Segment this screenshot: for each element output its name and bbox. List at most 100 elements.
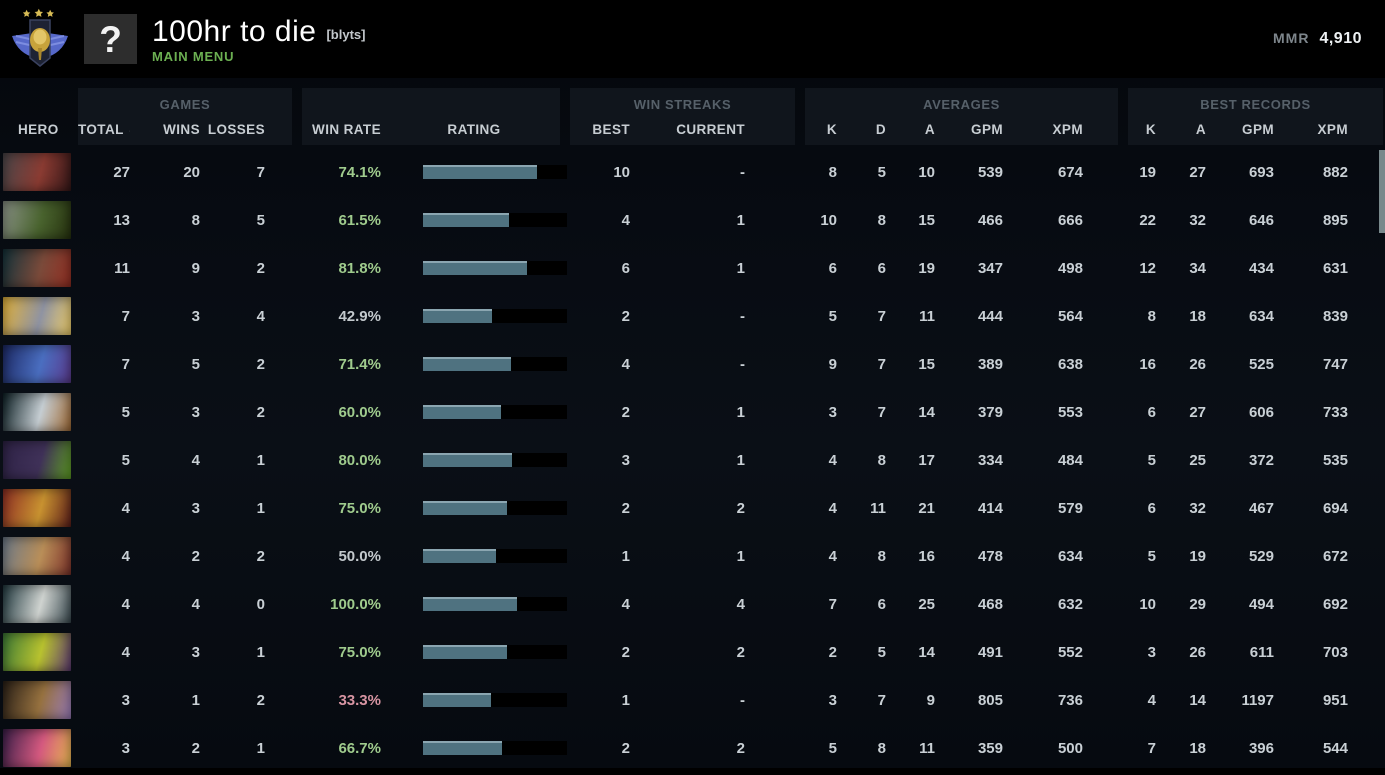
hero-row-axe[interactable]: 27 20 7 74.1% 10 - 8 5 10 539 674 19 27 693 882: [0, 148, 1385, 196]
avg-xpm-cell: 736: [1057, 691, 1083, 709]
record-assists-cell: 25: [1189, 451, 1206, 469]
hero-row-riki[interactable]: 7 5 2 71.4% 4 - 9 7 15 389 638 16 26 525 747: [0, 340, 1385, 388]
hero-row-sniper[interactable]: 4 4 0 100.0% 4 4 7 6 25 468 632 10 29 494 692: [0, 580, 1385, 628]
hero-row-dark-willow[interactable]: 3 2 1 66.7% 2 2 5 8 11 359 500 7 18 396 544: [0, 724, 1385, 772]
record-kills-cell: 7: [1147, 739, 1156, 757]
hero-row-phantom-lancer[interactable]: 7 3 4 42.9% 2 - 5 7 11 444 564 8 18 634 839: [0, 292, 1385, 340]
avg-kills-cell: 6: [828, 259, 837, 277]
col-header-hero[interactable]: HERO: [18, 122, 59, 137]
hero-portrait-phantom-lancer-icon[interactable]: [3, 297, 71, 335]
hero-cell-alchemist[interactable]: [0, 681, 78, 719]
player-tag: [blyts]: [326, 26, 366, 42]
wins-cell: 2: [191, 739, 200, 757]
avg-xpm-cell: 553: [1057, 403, 1083, 421]
record-gpm-cell: 1197: [1241, 691, 1274, 709]
col-header-record-xpm[interactable]: XPM: [1317, 122, 1348, 137]
hero-cell-magnus[interactable]: [0, 393, 78, 431]
avg-xpm-cell: 552: [1057, 643, 1083, 661]
scrollbar-thumb[interactable]: [1379, 150, 1385, 233]
total-games-cell: 4: [121, 499, 130, 517]
hero-cell-phantom-lancer[interactable]: [0, 297, 78, 335]
hero-row-alchemist[interactable]: 3 1 2 33.3% 1 - 3 7 9 805 736 4 14 1197 951: [0, 676, 1385, 724]
hero-row-magnus[interactable]: 5 3 2 60.0% 2 1 3 7 14 379 553 6 27 606 733: [0, 388, 1385, 436]
main-menu-link[interactable]: MAIN MENU: [152, 48, 235, 64]
avg-assists-cell: 19: [918, 259, 935, 277]
hero-portrait-magnus-icon[interactable]: [3, 393, 71, 431]
col-header-best-streak[interactable]: BEST: [592, 122, 630, 137]
hero-cell-axe[interactable]: [0, 153, 78, 191]
hero-row-rubick[interactable]: 5 4 1 80.0% 3 1 4 8 17 334 484 5 25 372 535: [0, 436, 1385, 484]
record-assists-cell: 19: [1189, 547, 1206, 565]
col-header-avg-assists[interactable]: A: [924, 122, 935, 137]
hero-row-venomancer[interactable]: 4 3 1 75.0% 2 2 2 5 14 491 552 3 26 611 703: [0, 628, 1385, 676]
total-games-cell: 4: [121, 595, 130, 613]
col-header-total[interactable]: TOTAL: [78, 122, 130, 137]
avg-assists-cell: 16: [918, 547, 935, 565]
record-gpm-cell: 693: [1248, 163, 1274, 181]
rating-bar-fill: [423, 213, 509, 227]
col-header-avg-kills[interactable]: K: [826, 122, 837, 137]
col-header-current-streak[interactable]: CURRENT: [676, 122, 745, 137]
hero-portrait-sniper-icon[interactable]: [3, 585, 71, 623]
wins-cell: 3: [191, 307, 200, 325]
col-header-rating[interactable]: RATING: [447, 122, 501, 137]
avg-deaths-cell: 8: [877, 211, 886, 229]
hero-portrait-alchemist-icon[interactable]: [3, 681, 71, 719]
hero-row-centaur-warrunner[interactable]: 4 2 2 50.0% 1 1 4 8 16 478 634 5 19 529 672: [0, 532, 1385, 580]
hero-cell-venomancer[interactable]: [0, 633, 78, 671]
record-kills-cell: 12: [1139, 259, 1156, 277]
avg-xpm-cell: 632: [1057, 595, 1083, 613]
rating-bar-fill: [423, 453, 512, 467]
hero-cell-huskar[interactable]: [0, 249, 78, 287]
player-avatar[interactable]: ?: [84, 14, 137, 64]
rating-bar: [423, 741, 567, 755]
col-header-win-rate[interactable]: WIN RATE: [312, 122, 381, 137]
hero-portrait-dark-willow-icon[interactable]: [3, 729, 71, 767]
record-xpm-cell: 631: [1322, 259, 1348, 277]
hero-portrait-huskar-icon[interactable]: [3, 249, 71, 287]
hero-cell-bounty-hunter[interactable]: [0, 489, 78, 527]
avg-gpm-cell: 478: [977, 547, 1003, 565]
avg-deaths-cell: 7: [877, 691, 886, 709]
col-header-losses[interactable]: LOSSES: [207, 122, 265, 137]
rating-cell: [381, 261, 567, 275]
hero-portrait-venomancer-icon[interactable]: [3, 633, 71, 671]
player-title-block: 100hr to die [blyts] MAIN MENU: [152, 15, 365, 64]
hero-cell-dark-willow[interactable]: [0, 729, 78, 767]
table-header: GAMES WIN STREAKS AVERAGES BEST RECORDS …: [0, 88, 1385, 145]
col-header-avg-deaths[interactable]: D: [875, 122, 886, 137]
hero-portrait-rubick-icon[interactable]: [3, 441, 71, 479]
rating-cell: [381, 165, 567, 179]
hero-cell-necrophos[interactable]: [0, 201, 78, 239]
hero-cell-sniper[interactable]: [0, 585, 78, 623]
wins-cell: 3: [191, 403, 200, 421]
record-assists-cell: 26: [1189, 355, 1206, 373]
hero-row-bounty-hunter[interactable]: 4 3 1 75.0% 2 2 4 11 21 414 579 6 32 467 694: [0, 484, 1385, 532]
hero-row-necrophos[interactable]: 13 8 5 61.5% 4 1 10 8 15 466 666 22 32 646 895: [0, 196, 1385, 244]
hero-portrait-riki-icon[interactable]: [3, 345, 71, 383]
avg-gpm-cell: 491: [977, 643, 1003, 661]
col-header-record-assists[interactable]: A: [1195, 122, 1206, 137]
col-header-wins[interactable]: WINS: [163, 122, 200, 137]
col-header-avg-gpm[interactable]: GPM: [971, 122, 1003, 137]
avg-assists-cell: 15: [918, 355, 935, 373]
record-gpm-cell: 525: [1248, 355, 1274, 373]
hero-cell-centaur-warrunner[interactable]: [0, 537, 78, 575]
col-header-record-kills[interactable]: K: [1145, 122, 1156, 137]
hero-portrait-necrophos-icon[interactable]: [3, 201, 71, 239]
hero-portrait-bounty-hunter-icon[interactable]: [3, 489, 71, 527]
record-xpm-cell: 839: [1322, 307, 1348, 325]
hero-portrait-axe-icon[interactable]: [3, 153, 71, 191]
hero-cell-rubick[interactable]: [0, 441, 78, 479]
hero-row-huskar[interactable]: 11 9 2 81.8% 6 1 6 6 19 347 498 12 34 434 631: [0, 244, 1385, 292]
col-header-record-gpm[interactable]: GPM: [1242, 122, 1274, 137]
avg-assists-cell: 14: [918, 643, 935, 661]
games-group-label: GAMES: [159, 97, 211, 112]
rating-bar: [423, 405, 567, 419]
hero-cell-riki[interactable]: [0, 345, 78, 383]
averages-group-panel: [805, 88, 1118, 145]
record-kills-cell: 5: [1147, 547, 1156, 565]
col-header-avg-xpm[interactable]: XPM: [1052, 122, 1083, 137]
total-games-cell: 3: [121, 691, 130, 709]
hero-portrait-centaur-warrunner-icon[interactable]: [3, 537, 71, 575]
